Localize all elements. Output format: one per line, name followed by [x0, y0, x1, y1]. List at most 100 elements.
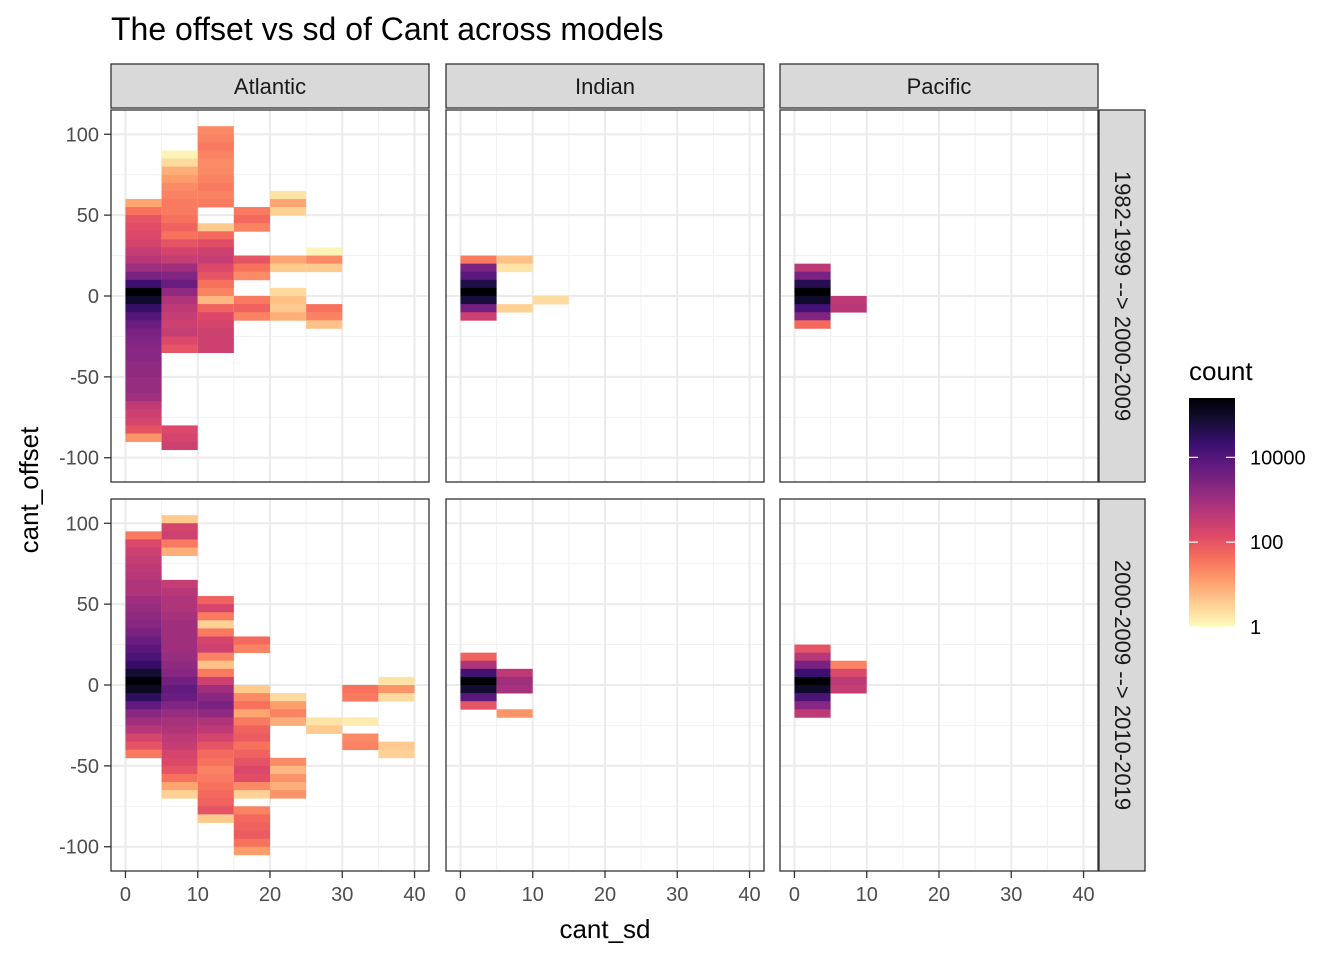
heatmap-bin	[161, 790, 198, 799]
heatmap-bin	[830, 296, 867, 305]
x-tick-label: 10	[856, 884, 878, 906]
heatmap-bin	[197, 142, 234, 151]
heatmap-bin	[197, 126, 234, 135]
heatmap-bin	[125, 384, 162, 394]
heatmap-bin	[270, 255, 307, 265]
heatmap-bin	[306, 717, 343, 726]
heatmap-bin	[125, 604, 162, 613]
heatmap-bin	[125, 636, 162, 645]
heatmap-bin	[794, 676, 831, 686]
y-tick-label: 50	[77, 205, 99, 227]
heatmap-bin	[233, 223, 270, 232]
heatmap-bin	[161, 166, 198, 176]
heatmap-bin	[197, 693, 234, 702]
heatmap-bin	[270, 717, 307, 726]
heatmap-bin	[197, 612, 234, 621]
heatmap-bin	[378, 685, 415, 694]
heatmap-bin	[496, 668, 533, 678]
panel-border	[779, 109, 1099, 483]
heatmap-bin	[197, 790, 234, 799]
heatmap-bin	[161, 547, 198, 557]
heatmap-bin	[197, 263, 234, 273]
heatmap-bin	[830, 668, 867, 678]
heatmap-bin	[125, 733, 162, 743]
heatmap-bin	[496, 255, 533, 265]
heatmap-bin	[161, 174, 198, 184]
heatmap-bin	[460, 304, 497, 313]
heatmap-bin	[197, 182, 234, 192]
heatmap-bin	[233, 846, 270, 856]
heatmap-bin	[794, 296, 831, 305]
heatmap-bin	[125, 531, 162, 540]
heatmap-bin	[794, 644, 831, 654]
heatmap-bin	[197, 668, 234, 678]
heatmap-bin	[161, 312, 198, 321]
heatmap-bin	[197, 596, 234, 605]
heatmap-bin	[342, 741, 379, 751]
y-tick-label: 0	[88, 286, 99, 308]
legend-label: 10000	[1250, 447, 1306, 469]
heatmap-bin	[197, 320, 234, 329]
heatmap-bin	[233, 765, 270, 775]
heatmap-bin	[197, 685, 234, 694]
heatmap-bin	[233, 725, 270, 734]
heatmap-bin	[161, 255, 198, 265]
heatmap-bin	[197, 239, 234, 248]
chart-title: The offset vs sd of Cant across models	[111, 11, 664, 47]
heatmap-bin	[197, 757, 234, 767]
heatmap-bin	[794, 271, 831, 281]
heatmap-bin	[197, 223, 234, 232]
heatmap-bin	[233, 304, 270, 313]
heatmap-bin	[161, 628, 198, 637]
heatmap-bin	[306, 263, 343, 273]
heatmap-bin	[270, 765, 307, 775]
heatmap-bin	[197, 733, 234, 743]
heatmap-bin	[197, 709, 234, 718]
row-strip-1	[1098, 109, 1146, 483]
heatmap-bin	[460, 660, 497, 670]
heatmap-bin	[197, 158, 234, 168]
x-tick-label: 40	[1072, 884, 1094, 906]
heatmap-bin	[125, 660, 162, 670]
panel-border	[445, 109, 765, 483]
heatmap-bin	[125, 628, 162, 637]
heatmap-bin	[161, 773, 198, 783]
heatmap-bin	[125, 312, 162, 321]
y-axis-title: cant_offset	[14, 426, 44, 554]
heatmap-bin	[125, 401, 162, 410]
heatmap-bin	[161, 725, 198, 734]
heatmap-bin	[197, 328, 234, 337]
heatmap-bin	[197, 660, 234, 670]
x-tick-label: 10	[187, 884, 209, 906]
x-tick-label: 20	[259, 884, 281, 906]
heatmap-bin	[161, 296, 198, 305]
heatmap-bin	[532, 296, 569, 305]
heatmap-bin	[161, 587, 198, 597]
heatmap-bin	[125, 433, 162, 442]
heatmap-bin	[161, 660, 198, 670]
heatmap-bin	[306, 312, 343, 321]
row-strip-label-2: 2000-2009 --> 2010-2019	[1110, 560, 1135, 810]
heatmap-bin	[794, 668, 831, 678]
heatmap-bin	[161, 336, 198, 345]
heatmap-bin	[161, 733, 198, 743]
y-tick-label: 50	[77, 594, 99, 616]
heatmap-bin	[125, 287, 162, 297]
heatmap-bin	[125, 741, 162, 751]
heatmap-bin	[794, 701, 831, 710]
heatmap-bin	[161, 223, 198, 232]
heatmap-bin	[161, 263, 198, 273]
heatmap-bin	[197, 174, 234, 184]
heatmap-bin	[125, 328, 162, 337]
heatmap-bin	[197, 279, 234, 289]
y-tick-label: 100	[66, 124, 99, 146]
x-tick-label: 0	[455, 884, 466, 906]
heatmap-bin	[460, 279, 497, 289]
heatmap-bin	[197, 676, 234, 686]
heatmap-bin	[378, 749, 415, 759]
heatmap-bin	[161, 604, 198, 613]
x-tick-label: 20	[928, 884, 950, 906]
heatmap-bin	[161, 620, 198, 629]
heatmap-bin	[125, 255, 162, 265]
heatmap-bin	[125, 547, 162, 557]
